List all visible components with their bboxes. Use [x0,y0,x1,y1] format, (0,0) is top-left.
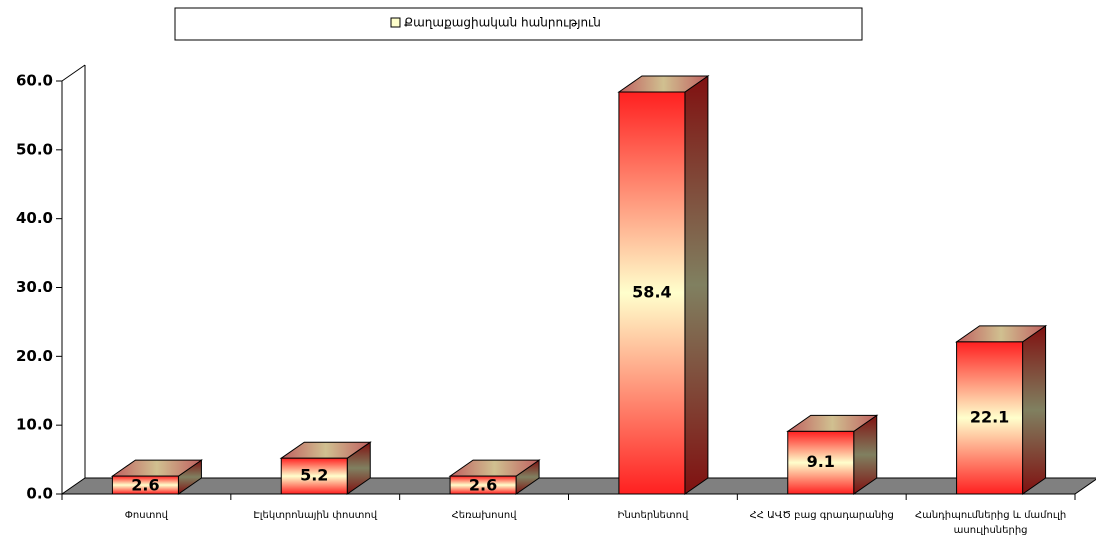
data-label: 22.1 [970,407,1009,426]
y-tick-label: 20.0 [16,347,53,365]
bar [787,430,855,495]
data-label: 9.1 [807,452,835,471]
x-tick-label: Փոստով [124,510,168,521]
x-tick-label: Հանդիպումներից և մամուլի ասուլիսներից [914,510,1067,536]
legend-label: Քաղաքացիական հանրություն [404,16,601,30]
bar [618,91,686,495]
data-label: 2.6 [469,476,497,495]
bar [280,457,348,495]
legend-swatch [390,17,401,28]
y-tick-label: 40.0 [16,209,53,227]
data-label: 5.2 [300,466,328,485]
floor [60,477,1096,495]
y-tick-label: 10.0 [16,416,53,434]
x-tick-label: ՀՀ ԱՎԾ բաց գրադարանից [749,510,894,521]
bar-side [684,75,709,495]
bar [449,475,517,495]
bar [111,475,179,495]
data-label: 58.4 [632,283,671,302]
wall-top-edge [61,64,86,82]
y-tick-label: 30.0 [16,278,53,296]
y-tick-label: 50.0 [16,140,53,158]
bar [956,341,1024,495]
x-tick-label: Էլեկտրոնային փոստով [253,510,378,521]
bar-side [1022,324,1047,495]
y-tick-label: 60.0 [16,72,53,90]
y-tick-label: 0.0 [26,485,53,503]
legend-box [174,7,863,41]
data-label: 2.6 [131,476,159,495]
x-tick-label: Ինտերնետով [617,510,689,521]
x-tick-label: Հեռախոսով [451,510,517,521]
